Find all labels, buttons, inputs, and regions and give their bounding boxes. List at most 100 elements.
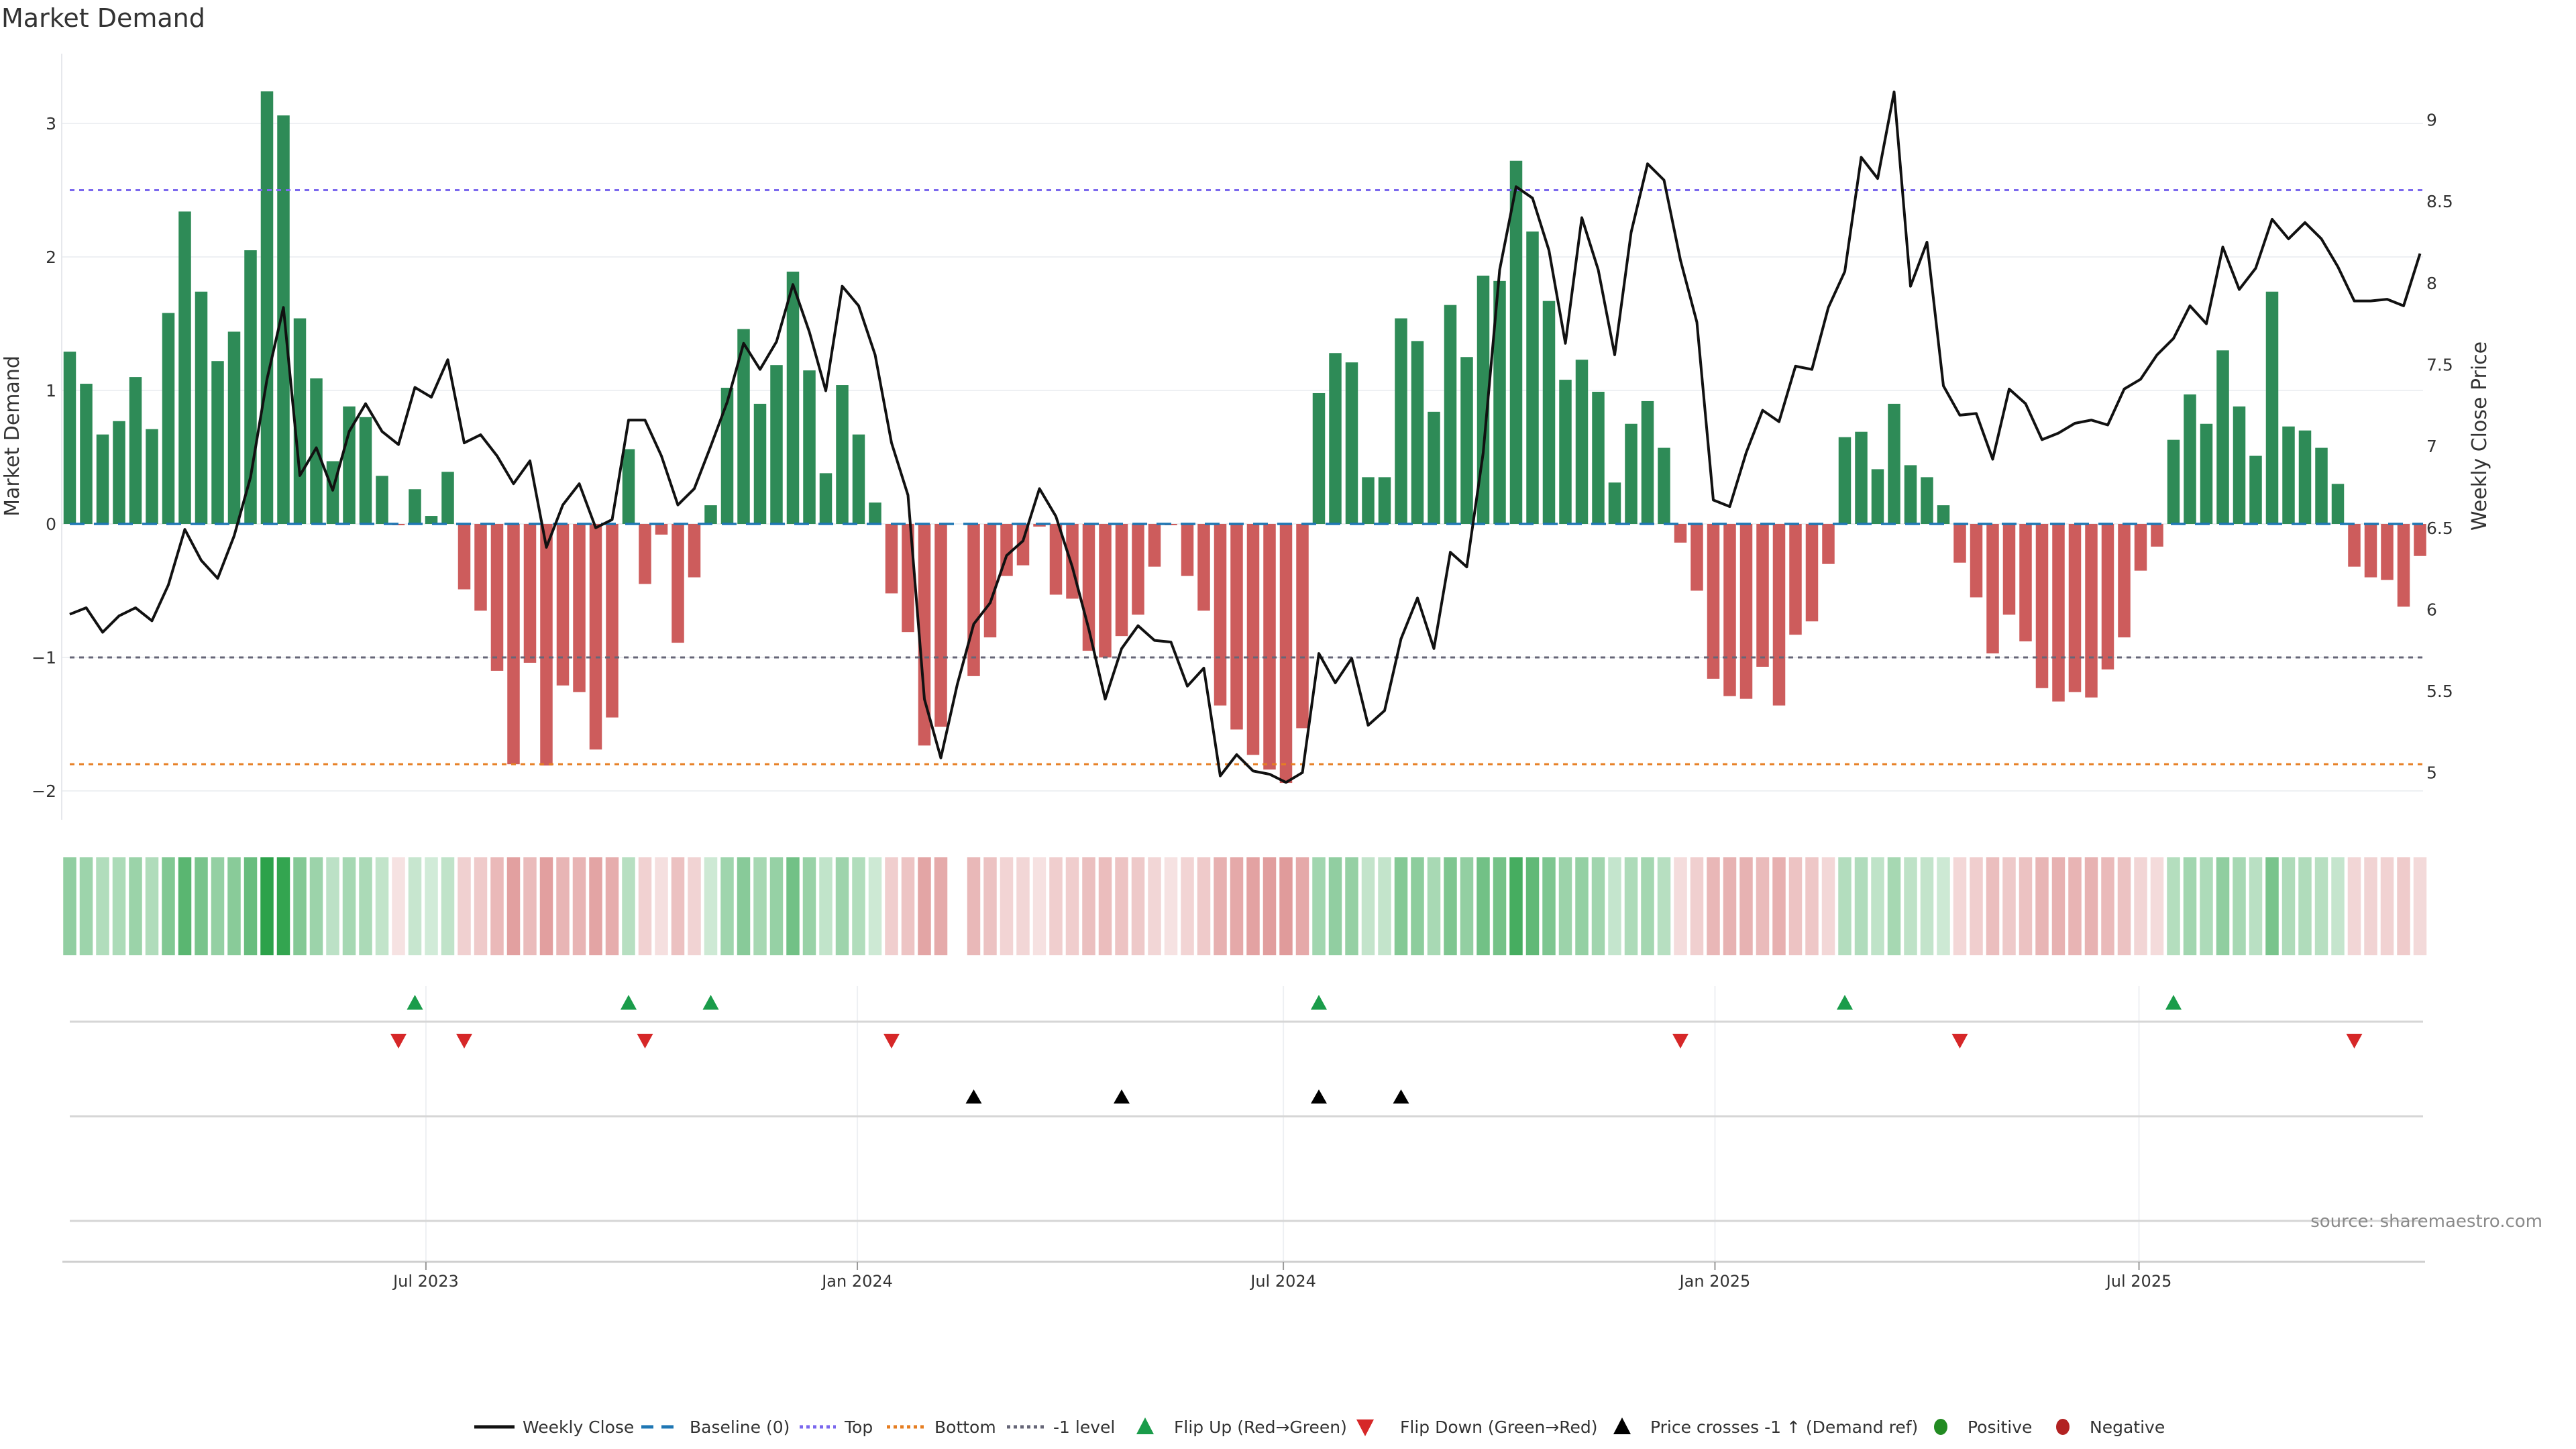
demand-heat-strip — [63, 857, 2427, 955]
positive-demand-bar — [63, 352, 76, 524]
legend-positive[interactable]: Positive — [1934, 1417, 2032, 1437]
heat-cell — [2216, 857, 2230, 955]
x-tick-label: Jul 2024 — [1249, 1272, 1316, 1291]
heat-cell — [737, 857, 751, 955]
legend-top[interactable]: Top — [800, 1417, 873, 1437]
positive-demand-bar — [2331, 484, 2345, 524]
negative-demand-bar — [2151, 524, 2163, 547]
heat-cell — [326, 857, 339, 955]
heat-cell — [375, 857, 389, 955]
positive-demand-bar — [1592, 391, 1605, 524]
positive-demand-bar — [1411, 341, 1424, 524]
positive-demand-bar — [441, 472, 454, 524]
positive-demand-bar — [2282, 426, 2295, 524]
negative-demand-bar — [1263, 524, 1276, 770]
negative-demand-bar — [934, 524, 947, 727]
price-cross-triangle-icon — [1114, 1089, 1130, 1104]
heat-cell — [1920, 857, 1934, 955]
heat-cell — [2347, 857, 2361, 955]
y2-tick-label: 7.5 — [2426, 355, 2453, 374]
heat-cell — [1312, 857, 1326, 955]
legend: Weekly Close Baseline (0) Top Bottom -1 … — [474, 1417, 2165, 1437]
heat-cell — [490, 857, 504, 955]
y-tick-label: 0 — [46, 515, 56, 534]
positive-demand-bar — [1921, 477, 1933, 524]
positive-demand-bar — [2249, 455, 2262, 524]
heat-cell — [474, 857, 488, 955]
heat-cell — [2397, 857, 2410, 955]
legend-minus-one[interactable]: -1 level — [1007, 1417, 1115, 1437]
heat-cell — [704, 857, 718, 955]
price-cross-triangle-icon — [1393, 1089, 1409, 1104]
heat-cell — [934, 857, 948, 955]
dot-icon — [2056, 1419, 2070, 1435]
heat-cell — [1887, 857, 1901, 955]
heat-cell — [1361, 857, 1375, 955]
x-tick-label: Jan 2024 — [820, 1272, 893, 1291]
heat-cell — [2249, 857, 2263, 955]
heat-cell — [901, 857, 915, 955]
legend-price-crosses[interactable]: Price crosses -1 ↑ (Demand ref) — [1613, 1417, 1918, 1437]
negative-demand-bar — [1690, 524, 1703, 591]
positive-demand-bar — [1904, 465, 1917, 524]
heat-cell — [195, 857, 208, 955]
heat-cell — [819, 857, 833, 955]
heat-cell — [309, 857, 323, 955]
positive-demand-bar — [1329, 353, 1342, 524]
heat-cell — [112, 857, 126, 955]
left-y-ticks: 3 2 1 0 −1 −2 — [32, 114, 56, 801]
heat-cell — [2035, 857, 2049, 955]
heat-cell — [2265, 857, 2279, 955]
heat-cell — [1657, 857, 1671, 955]
y-tick-label: −2 — [32, 782, 56, 801]
heat-cell — [2019, 857, 2033, 955]
positive-demand-bar — [162, 313, 175, 524]
legend-baseline[interactable]: Baseline (0) — [641, 1417, 790, 1437]
negative-demand-bar — [1197, 524, 1210, 611]
heat-cell — [1197, 857, 1211, 955]
heat-cell — [1065, 857, 1079, 955]
heat-cell — [1690, 857, 1704, 955]
heat-cell — [211, 857, 225, 955]
legend-negative[interactable]: Negative — [2056, 1417, 2165, 1437]
legend-bottom[interactable]: Bottom — [887, 1417, 996, 1437]
heat-cell — [2380, 857, 2394, 955]
heat-cell — [63, 857, 76, 955]
heat-cell — [1854, 857, 1868, 955]
negative-demand-bar — [1674, 524, 1687, 543]
negative-demand-bar — [655, 524, 668, 535]
heat-cell — [1624, 857, 1638, 955]
positive-demand-bar — [1477, 275, 1490, 524]
heat-cell — [2117, 857, 2131, 955]
legend-flip-down[interactable]: Flip Down (Green→Red) — [1356, 1417, 1598, 1437]
legend-flip-up[interactable]: Flip Up (Red→Green) — [1136, 1417, 1347, 1437]
negative-demand-bar — [1279, 524, 1293, 784]
triangle-up-icon — [1136, 1417, 1154, 1434]
heat-cell — [720, 857, 734, 955]
heat-cell — [2282, 857, 2296, 955]
flip-up-triangle-icon — [1311, 995, 1327, 1010]
heat-cell — [1049, 857, 1063, 955]
right-y-ticks: 9 8.5 8 7.5 7 6.5 6 5.5 5 — [2426, 111, 2453, 783]
positive-demand-bar — [1378, 477, 1391, 524]
heat-cell — [1460, 857, 1474, 955]
heat-cell — [1394, 857, 1408, 955]
heat-cell — [2084, 857, 2098, 955]
heat-cell — [1279, 857, 1293, 955]
heat-cell — [1115, 857, 1128, 955]
y-axis-label: Market Demand — [1, 356, 24, 517]
positive-demand-bar — [409, 489, 421, 524]
heat-cell — [2167, 857, 2180, 955]
positive-demand-bar — [1509, 160, 1523, 525]
heat-cell — [2331, 857, 2345, 955]
positive-demand-bar — [359, 417, 372, 524]
legend-weekly-close[interactable]: Weekly Close — [474, 1417, 634, 1437]
heat-cell — [868, 857, 882, 955]
legend-label: Positive — [1968, 1417, 2032, 1437]
negative-demand-bar — [2035, 524, 2049, 688]
heat-cell — [392, 857, 405, 955]
heat-cell — [1739, 857, 1753, 955]
positive-demand-bar — [2298, 430, 2312, 524]
legend-label: Negative — [2090, 1417, 2165, 1437]
heat-cell — [688, 857, 701, 955]
